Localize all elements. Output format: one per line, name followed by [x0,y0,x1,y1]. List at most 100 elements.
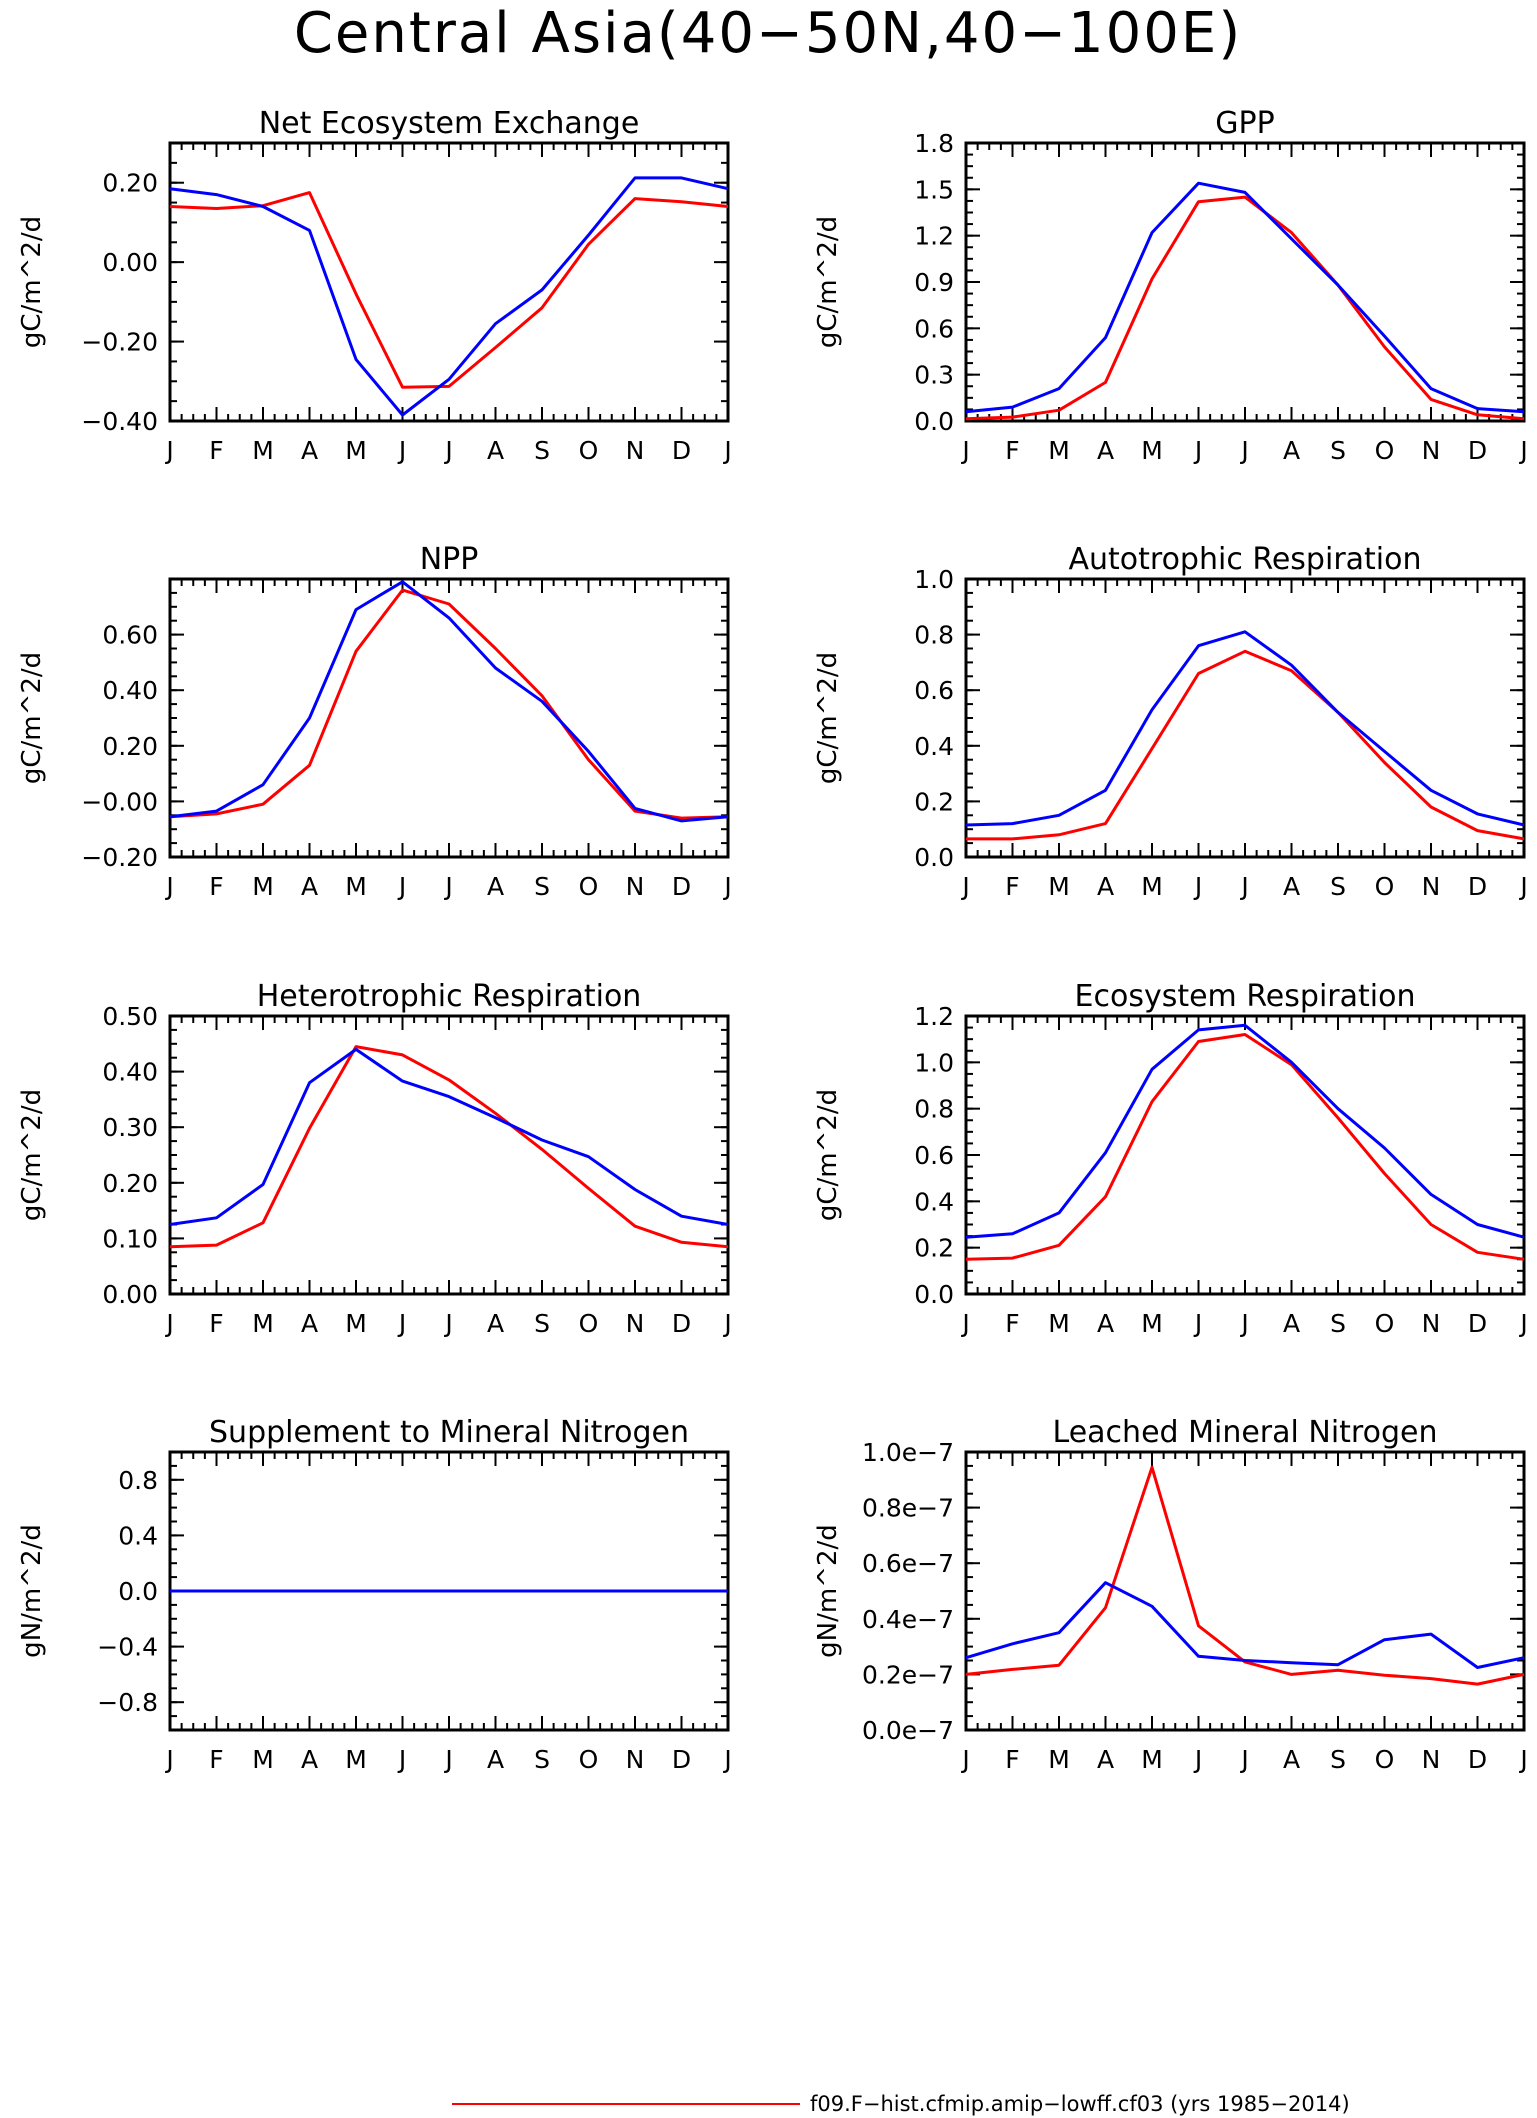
series-line-red [965,1465,1525,1686]
series-line-blue [169,176,729,417]
x-tick-label: M [345,1745,367,1774]
x-tick-label: O [579,1745,599,1774]
x-tick-label: S [1330,1309,1346,1338]
x-tick-label: A [1283,872,1300,901]
y-tick-label: 1.5 [914,175,954,204]
x-tick-label: A [301,1309,318,1338]
x-tick-label: S [534,872,550,901]
x-tick-label: A [301,1745,318,1774]
y-tick-label: 0.2 [914,1234,954,1263]
y-axis-label: gC/m^2/d [813,1089,843,1221]
x-tick-label: A [1097,1745,1114,1774]
y-tick-label: 0.30 [102,1113,158,1142]
x-tick-label: F [209,1745,223,1774]
x-tick-label: A [301,436,318,465]
y-tick-label: 0.8 [914,1095,954,1124]
x-tick-label: J [1239,1745,1248,1774]
y-tick-label: −0.8 [97,1688,158,1717]
panel-7: J F M A M J J A S O N D J0.0e−70.2e−70.4e−70.6e−70.8… [813,1415,1528,1774]
panel-title: Ecosystem Respiration [1075,979,1416,1014]
x-tick-label: M [1048,436,1070,465]
panel-title: Leached Mineral Nitrogen [1053,1415,1438,1450]
x-tick-label: A [487,1745,504,1774]
x-tick-label: S [1330,1745,1346,1774]
x-tick-label: M [1141,1745,1163,1774]
x-tick-label: J [1193,1745,1202,1774]
y-tick-label: 0.20 [102,169,158,198]
x-tick-label: A [1097,872,1114,901]
series-line-red [966,649,1525,841]
panel-title: Autotrophic Respiration [1068,542,1421,577]
y-axis-label: gC/m^2/d [17,1089,47,1221]
series-line-red [965,1033,1525,1261]
panel-3: J F M A M J J A S O N D J0.00.20.40.60.81.0Autotroph… [813,542,1528,901]
y-axis-label: gC/m^2/d [17,652,47,784]
x-tick-label: D [1468,1309,1487,1338]
x-tick-label: F [1005,872,1019,901]
x-tick-label: J [443,1745,452,1774]
figure-title: Central Asia(40−50N,40−100E) [294,1,1242,66]
y-tick-label: 0.0 [118,1577,158,1606]
x-tick-label: J [164,872,173,901]
x-tick-label: S [1330,872,1346,901]
y-tick-label: 0.9 [914,268,954,297]
series-line-red [169,191,729,389]
x-tick-label: O [579,872,599,901]
x-tick-label: M [1048,1745,1070,1774]
x-tick-label: F [209,1309,223,1338]
y-tick-label: −0.20 [81,843,158,872]
y-tick-label: 0.2e−7 [862,1660,954,1689]
x-tick-label: D [1468,1745,1487,1774]
x-tick-label: D [672,1745,691,1774]
x-tick-label: N [1422,436,1441,465]
x-tick-label: J [1518,872,1527,901]
x-tick-label: J [1239,436,1248,465]
series-line-red [169,588,729,820]
x-tick-label: O [579,1309,599,1338]
x-tick-label: F [1005,436,1019,465]
y-tick-label: 0.6 [914,314,954,343]
x-tick-label: O [1375,1745,1395,1774]
x-tick-label: J [397,1309,406,1338]
x-tick-label: J [443,1309,452,1338]
panel-title: NPP [420,542,479,577]
x-tick-label: J [1518,436,1527,465]
x-tick-label: A [487,872,504,901]
x-tick-label: A [1283,1309,1300,1338]
x-tick-label: J [1193,872,1202,901]
y-tick-label: 0.0 [914,843,954,872]
x-tick-label: J [960,1309,969,1338]
y-tick-label: 1.0e−7 [862,1438,954,1467]
legend: f09.F−hist.cfmip.amip−lowff.cf03 (yrs 19… [452,2092,1350,2116]
y-tick-label: 0.4 [118,1521,158,1550]
x-tick-label: M [1048,1309,1070,1338]
panel-title: Net Ecosystem Exchange [259,106,640,141]
y-axis-label: gC/m^2/d [813,216,843,348]
y-tick-label: 0.2 [914,787,954,816]
series-line-blue [169,580,729,823]
x-tick-label: M [345,872,367,901]
x-tick-label: N [626,1745,645,1774]
x-tick-label: A [487,436,504,465]
y-tick-label: 0.6e−7 [862,1549,954,1578]
x-tick-label: A [1283,436,1300,465]
series-line-blue [965,1581,1525,1669]
y-tick-label: 1.0 [914,1048,954,1077]
x-tick-label: J [722,1745,731,1774]
y-tick-label: 0.20 [102,732,158,761]
y-tick-label: 1.2 [914,1002,954,1031]
y-tick-label: 0.4 [914,1187,954,1216]
x-tick-label: J [1193,1309,1202,1338]
plot-frame [964,141,1526,423]
x-tick-label: M [1048,872,1070,901]
series-line-blue [965,1023,1525,1239]
x-tick-label: A [487,1309,504,1338]
x-tick-label: M [252,872,274,901]
y-tick-label: 0.3 [914,361,954,390]
y-tick-label: 1.8 [914,129,954,158]
x-tick-label: N [626,1309,645,1338]
x-tick-label: J [443,436,452,465]
plot-frame [964,1014,1526,1296]
y-tick-label: 1.0 [914,565,954,594]
